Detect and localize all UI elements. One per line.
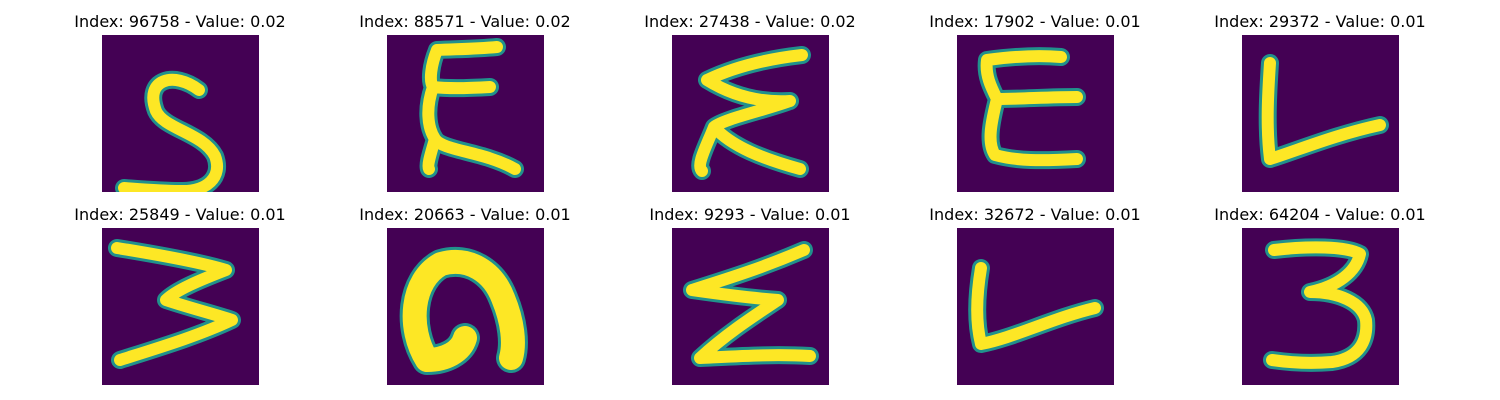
- glyph-image: [102, 228, 259, 385]
- image-background: [102, 35, 259, 192]
- panel-title: Index: 32672 - Value: 0.01: [929, 205, 1141, 224]
- panel-title: Index: 88571 - Value: 0.02: [359, 12, 571, 31]
- image-panel: Index: 96758 - Value: 0.02: [70, 12, 290, 192]
- glyph-stroke: [118, 73, 223, 192]
- panel-title: Index: 96758 - Value: 0.02: [74, 12, 286, 31]
- panel-title: Index: 29372 - Value: 0.01: [1214, 12, 1426, 31]
- image-panel: Index: 27438 - Value: 0.02: [640, 12, 860, 192]
- panel-title: Index: 25849 - Value: 0.01: [74, 205, 286, 224]
- panel-title: Index: 20663 - Value: 0.01: [359, 205, 571, 224]
- glyph-stroke: [980, 50, 1083, 167]
- image-panel: Index: 20663 - Value: 0.01: [355, 205, 575, 385]
- glyph-stroke: [971, 262, 1101, 350]
- image-panel: Index: 88571 - Value: 0.02: [355, 12, 575, 192]
- glyph-stroke: [402, 249, 525, 372]
- glyph-stroke: [1261, 57, 1386, 165]
- glyph-image: [387, 35, 544, 192]
- panel-title: Index: 17902 - Value: 0.01: [929, 12, 1141, 31]
- glyph-image: [957, 35, 1114, 192]
- glyph-stroke: [686, 244, 816, 364]
- image-panel: Index: 17902 - Value: 0.01: [925, 12, 1145, 192]
- glyph-image: [1242, 35, 1399, 192]
- glyph-image: [387, 228, 544, 385]
- panel-title: Index: 27438 - Value: 0.02: [644, 12, 856, 31]
- image-panel: Index: 25849 - Value: 0.01: [70, 205, 290, 385]
- image-panel: Index: 9293 - Value: 0.01: [640, 205, 860, 385]
- image-panel: Index: 64204 - Value: 0.01: [1210, 205, 1430, 385]
- image-panel: Index: 29372 - Value: 0.01: [1210, 12, 1430, 192]
- glyph-image: [672, 35, 829, 192]
- glyph-stroke: [422, 41, 521, 175]
- glyph-image: [672, 228, 829, 385]
- glyph-stroke: [111, 242, 238, 366]
- glyph-stroke: [694, 49, 808, 177]
- glyph-stroke: [1266, 241, 1373, 369]
- glyph-image: [102, 35, 259, 192]
- image-panel: Index: 32672 - Value: 0.01: [925, 205, 1145, 385]
- panel-title: Index: 9293 - Value: 0.01: [649, 205, 851, 224]
- glyph-image: [957, 228, 1114, 385]
- panel-title: Index: 64204 - Value: 0.01: [1214, 205, 1426, 224]
- glyph-image: [1242, 228, 1399, 385]
